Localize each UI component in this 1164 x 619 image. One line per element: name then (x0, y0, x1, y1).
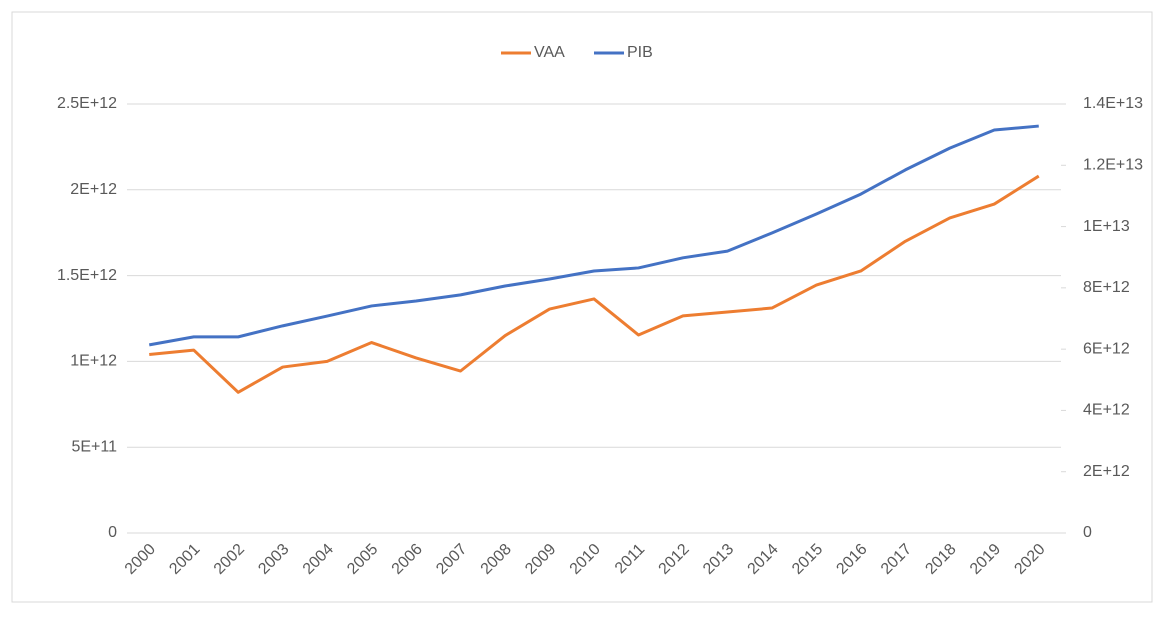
y-tick-label: 2E+12 (70, 181, 117, 198)
y-tick-label: 1.5E+12 (57, 267, 117, 284)
y2-tick-label: 8E+12 (1083, 279, 1130, 296)
y-tick-label: 0 (108, 524, 117, 541)
y2-tick-label: 2E+12 (1083, 463, 1130, 480)
series-line (149, 174, 1040, 394)
y-tick-label: 2.5E+12 (57, 95, 117, 112)
y2-tick-label: 4E+12 (1083, 402, 1130, 419)
y2-tick-label: 1E+13 (1083, 218, 1130, 235)
series-line (148, 124, 1039, 347)
chart-border (11, 11, 1153, 603)
y-tick-label: 1E+12 (70, 353, 117, 370)
y2-tick-label: 1.2E+13 (1083, 157, 1143, 174)
legend-label: PIB (627, 44, 653, 61)
y2-tick-label: 6E+12 (1083, 340, 1130, 357)
legend-label: VAA (534, 44, 565, 61)
y2-tick-label: 0 (1083, 524, 1092, 541)
y-tick-label: 5E+11 (71, 438, 117, 455)
y2-tick-label: 1.4E+13 (1083, 95, 1143, 112)
